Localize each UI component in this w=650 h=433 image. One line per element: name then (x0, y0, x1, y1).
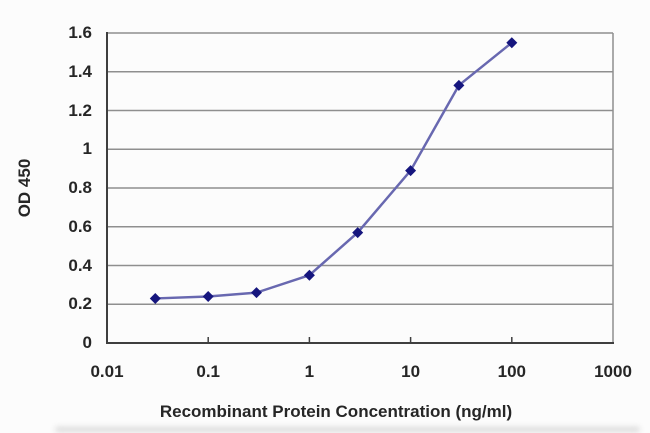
data-point-marker (303, 269, 315, 281)
data-point-marker (453, 79, 465, 91)
y-tick-label: 1.6 (68, 23, 92, 42)
data-point-marker (405, 165, 417, 177)
data-point-marker (202, 291, 214, 302)
x-tick-label: 1000 (594, 362, 632, 381)
y-tick-label: 1 (82, 139, 92, 159)
y-tick-label: 0 (82, 333, 92, 352)
data-point-marker (250, 287, 262, 299)
data-point-marker (352, 227, 364, 239)
bottom-crop-artifact (55, 427, 640, 432)
data-point-marker (506, 37, 518, 49)
y-tick-label: 1.2 (68, 100, 92, 120)
y-tick-label: 0.6 (68, 216, 92, 236)
y-tick-label: 0.2 (68, 294, 92, 314)
x-tick-label: 0.01 (90, 362, 124, 381)
y-tick-label: 1.4 (68, 61, 92, 81)
data-line (154, 41, 514, 300)
x-tick-label: 1 (304, 362, 315, 381)
x-tick-label: 0.1 (196, 362, 220, 381)
data-point-marker (149, 292, 161, 304)
x-tick-label: 100 (497, 362, 526, 381)
y-tick-label: 0.4 (68, 255, 92, 275)
x-axis-title: Recombinant Protein Concentration (ng/ml… (159, 402, 513, 421)
x-tick-label: 10 (401, 362, 421, 381)
y-tick-label: 0.8 (68, 178, 92, 197)
